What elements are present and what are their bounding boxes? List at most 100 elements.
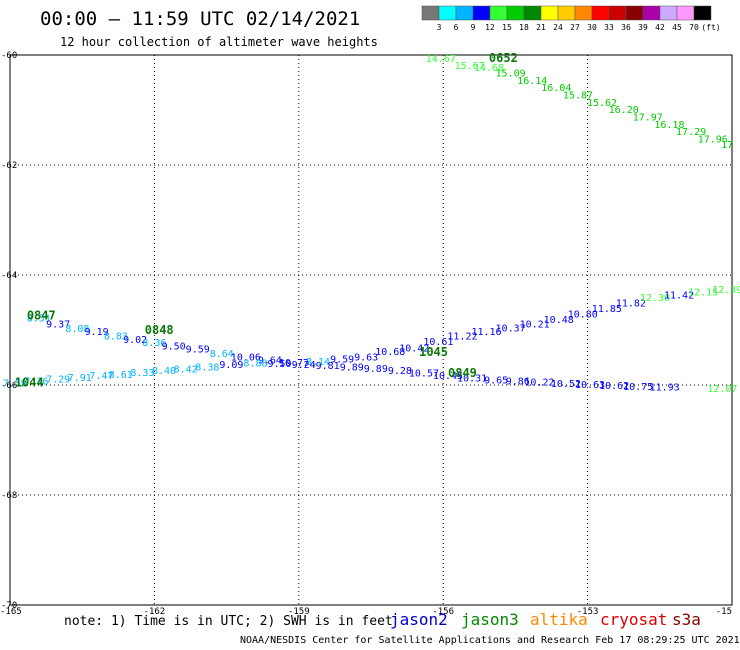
wave-height-label: 7.29 [46,374,70,385]
credit-line: NOAA/NESDIS Center for Satellite Applica… [240,635,740,646]
wave-height-label: 8.14 [306,357,330,368]
wave-height-label: 8.61 [109,370,133,381]
chart-subtitle: 12 hour collection of altimeter wave hei… [60,35,378,49]
wave-height-label: 10.48 [544,315,574,326]
wave-height-label: 9.89 [364,364,388,375]
wave-height-label: 10.63 [575,380,605,391]
wave-height-label: 9.50 [267,359,291,370]
wave-height-label: 10.52 [551,379,581,390]
wave-height-label: 10.06 [231,352,261,363]
wave-height-label: 9.50 [162,341,186,352]
wave-height-label: 8.64 [210,349,234,360]
wave-height-label: 16.14 [517,76,547,87]
wave-height-label: 10.45 [433,371,463,382]
colorbar-label: 27 [570,23,580,32]
colorbar-swatch [676,5,695,21]
wave-height-label: 11.42 [664,290,694,301]
wave-height-label: 9.86 [506,377,530,388]
wave-height-label: 8.38 [195,362,219,373]
pass-time-label: 0847 [27,309,56,323]
chart-title: 00:00 — 11:59 UTC 02/14/2021 [40,8,360,30]
colorbar-swatch [574,5,593,21]
wave-height-label: 10.22 [524,378,554,389]
wave-height-label: 10.61 [423,337,453,348]
x-tick-label: -15 [716,607,732,617]
wave-height-labels: 14.6715.6714.6815.0916.1416.0415.8715.62… [3,54,740,395]
wave-height-label: 12.07 [707,384,737,395]
colorbar-label: (ft) [701,23,720,32]
x-tick-label: -159 [288,607,310,617]
wave-height-label: 12.15 [688,288,718,299]
pass-time-label: 0652 [489,51,518,65]
colorbar-label: 39 [638,23,648,32]
wave-height-label: 16.20 [609,105,639,116]
colorbar-swatch [489,5,508,21]
y-tick-label: -70 [1,601,17,611]
wave-height-label: 15.87 [563,91,593,102]
wave-height-label: 17.97 [633,113,663,124]
y-tick-label: -62 [1,161,17,171]
x-tick-label: -153 [577,607,599,617]
colorbar-label: 70 [689,23,699,32]
wave-height-label: 16.04 [541,83,571,94]
colorbar-swatch [472,5,491,21]
wave-height-label: 11.82 [616,299,646,310]
colorbar-swatch [421,5,440,21]
colorbar-swatch [523,5,542,21]
colorbar-swatch [557,5,576,21]
satellite-legend: jason2 jason3 altika cryosat s3a [390,610,701,629]
legend-s3a: s3a [672,610,701,629]
colorbar-label: 12 [485,23,495,32]
colorbar-label: 21 [536,23,546,32]
wave-height-label: 9.89 [340,362,364,373]
wave-height-label: 8.08 [65,324,89,335]
plot-frame [9,54,733,606]
wave-height-label: 8.42 [174,365,198,376]
wave-height-label: 14.68 [474,63,504,74]
colorbar-swatch [659,5,678,21]
wave-height-label: 10.68 [375,347,405,358]
wave-height-label: 8.83 [104,332,128,343]
colorbar-swatch [591,5,610,21]
wave-height-label: 9.65 [484,376,508,387]
wave-height-label: 15.62 [587,98,617,109]
colorbar-label: 6 [454,23,459,32]
wave-height-label: 11.22 [447,332,477,343]
wave-height-label: 14.67 [426,54,456,65]
wave-height-label: 15.09 [496,69,526,80]
pass-time-label: 1045 [419,345,448,359]
colorbar-swatch [455,5,474,21]
x-tick-label: -165 [0,607,22,617]
colorbar-swatch [540,5,559,21]
y-tick-label: -60 [1,51,17,61]
wave-height-label: 11.85 [592,304,622,315]
wave-height-label: 8.40 [152,366,176,377]
y-tick-label: -64 [1,271,17,281]
colorbar-label: 18 [519,23,529,32]
colorbar-label: 33 [604,23,614,32]
pass-time-label: 1044 [15,375,44,389]
colorbar-label: 42 [655,23,665,32]
wave-height-label: 11.16 [471,327,501,338]
colorbar-swatch [506,5,525,21]
wave-height-label: 10.21 [520,319,550,330]
wave-height-label: 10.75 [623,382,653,393]
wave-height-label: 8.51 [27,313,51,324]
colorbar-label: 3 [437,23,442,32]
y-tick-label: -66 [1,381,17,391]
wave-height-label: 9.28 [388,366,412,377]
wave-height-label: 9.59 [330,355,354,366]
colorbar-swatch [625,5,644,21]
axis-tick-labels: -165 -162 -159 -156 -153 -15 -60 -62 -64 -66 -68 -7… [0,51,732,617]
y-tick-label: -68 [1,491,17,501]
colorbar-label: 15 [502,23,512,32]
wave-height-label: 9.64 [258,356,282,367]
wave-height-label: 9.24 [292,360,316,371]
wave-height-label: 9.81 [316,361,340,372]
colorbar-label: 45 [672,23,682,32]
wave-height-label: 10.57 [409,368,439,379]
colorbar-label: 30 [587,23,597,32]
legend-cryosat: cryosat [600,610,667,629]
wave-height-label: 9.59 [186,345,210,356]
